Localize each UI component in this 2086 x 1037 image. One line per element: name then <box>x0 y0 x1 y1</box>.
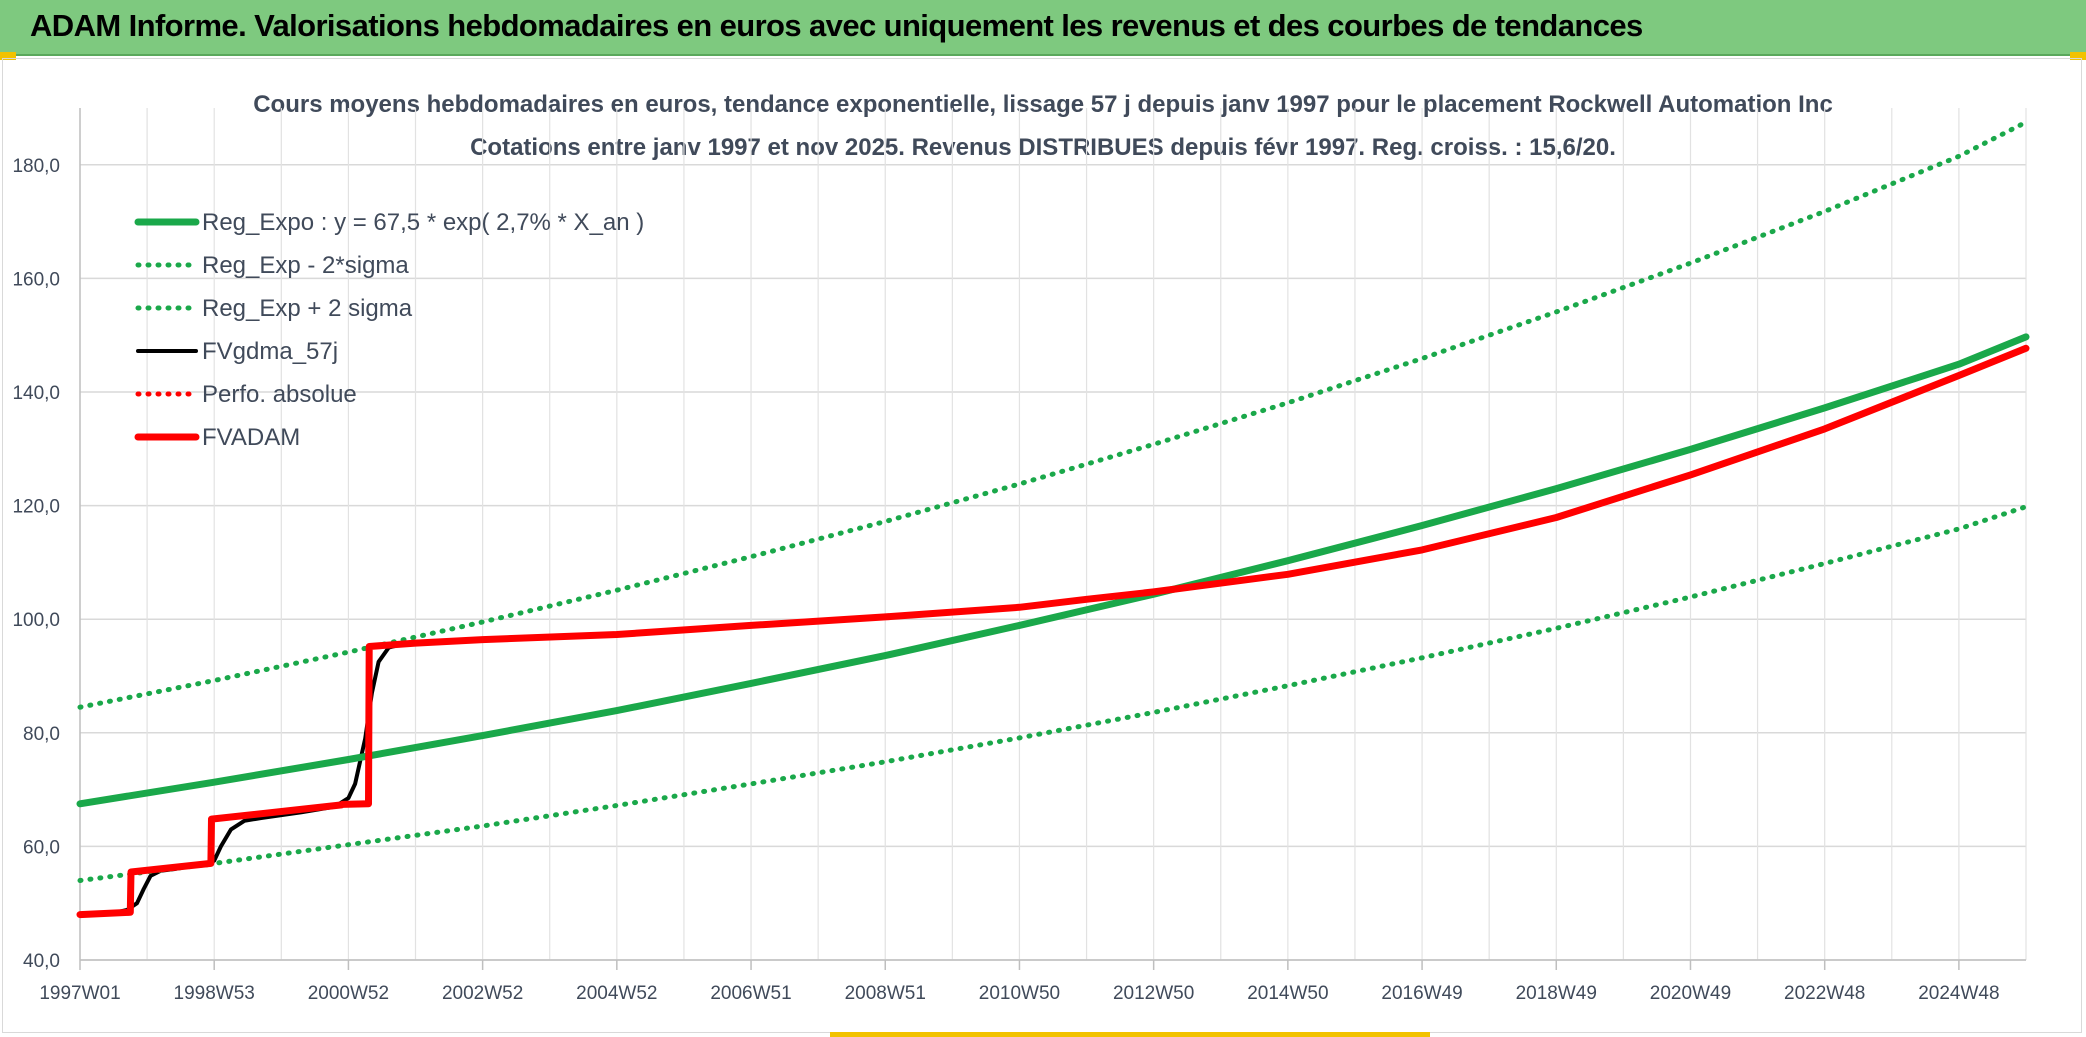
chart-subtitle: Cotations entre janv 1997 et nov 2025. R… <box>470 134 1616 161</box>
x-tick-label: 2012W50 <box>1113 983 1194 1004</box>
x-tick-label: 1998W53 <box>174 983 255 1004</box>
x-tick-label: 2022W48 <box>1784 983 1865 1004</box>
series-line-2 <box>77 119 2029 710</box>
x-tick-label: 2004W52 <box>576 983 657 1004</box>
chart-series <box>76 119 2030 919</box>
y-tick-label: 100,0 <box>12 610 60 631</box>
chart-legend: Reg_Expo : y = 67,5 * exp( 2,7% * X_an )… <box>134 209 644 451</box>
legend-label: FVgdma_57j <box>202 338 338 365</box>
series-line-5 <box>76 344 2030 919</box>
x-tick-label: 2008W51 <box>845 983 926 1004</box>
y-tick-label: 40,0 <box>23 951 60 972</box>
x-tick-label: 2016W49 <box>1381 983 1462 1004</box>
chart-title: Cours moyens hebdomadaires en euros, ten… <box>253 91 1833 118</box>
legend-label: Reg_Exp + 2 sigma <box>202 295 413 322</box>
y-tick-label: 120,0 <box>12 497 60 518</box>
x-tick-label: 2024W48 <box>1918 983 1999 1004</box>
y-tick-label: 80,0 <box>23 724 60 745</box>
series-line-1 <box>77 504 2029 883</box>
legend-label: Reg_Exp - 2*sigma <box>202 252 409 279</box>
y-tick-label: 60,0 <box>23 837 60 858</box>
x-tick-label: 2018W49 <box>1516 983 1597 1004</box>
bottom-accent-bar <box>830 1032 1430 1037</box>
x-tick-label: 2010W50 <box>979 983 1060 1004</box>
x-tick-label: 2014W50 <box>1247 983 1328 1004</box>
x-tick-label: 2006W51 <box>710 983 791 1004</box>
legend-label: Perfo. absolue <box>202 381 357 408</box>
legend-label: FVADAM <box>202 424 300 451</box>
x-tick-label: 2000W52 <box>308 983 389 1004</box>
report-title: ADAM Informe. Valorisations hebdomadaire… <box>30 8 1643 43</box>
x-tick-label: 2020W49 <box>1650 983 1731 1004</box>
y-tick-label: 180,0 <box>12 156 60 177</box>
x-tick-label: 1997W01 <box>39 983 120 1004</box>
y-tick-label: 160,0 <box>12 269 60 290</box>
chart-grid <box>79 108 2027 961</box>
chart-axes: 40,0 60,0 80,0 100,0 120,0 140,0 160,0 180,0 199… <box>12 108 2026 1004</box>
corner-accent-left <box>0 52 16 60</box>
corner-accent-right <box>2070 52 2086 60</box>
series-line-0 <box>76 333 2030 808</box>
legend-label: Reg_Expo : y = 67,5 * exp( 2,7% * X_an ) <box>202 209 644 236</box>
y-tick-label: 140,0 <box>12 383 60 404</box>
report-header: ADAM Informe. Valorisations hebdomadaire… <box>0 0 2086 56</box>
x-tick-label: 2002W52 <box>442 983 523 1004</box>
